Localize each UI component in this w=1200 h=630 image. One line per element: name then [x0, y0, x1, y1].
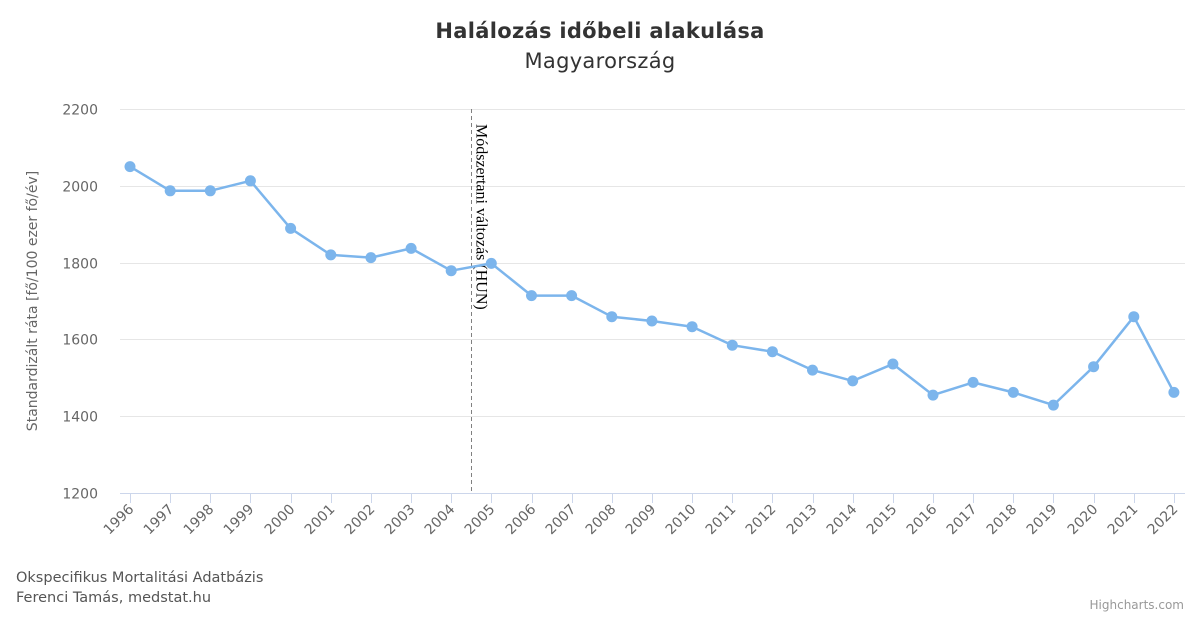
y-tick-label: 1200 [62, 487, 98, 503]
x-tick-label: 2019 [1024, 502, 1061, 539]
data-point-marker[interactable] [164, 185, 176, 197]
data-point-marker[interactable] [927, 389, 939, 401]
data-point-marker[interactable] [1128, 311, 1140, 323]
methodology-change-plotline: Módszertani változás (HUN) [471, 109, 490, 493]
x-tick-label: 2007 [543, 502, 580, 539]
data-point-marker[interactable] [847, 375, 859, 387]
y-tick-label: 1400 [62, 410, 98, 426]
highcharts-credit-link[interactable]: Highcharts.com [1089, 598, 1184, 612]
x-tick-label: 2016 [904, 501, 941, 538]
x-tick-label: 2008 [583, 502, 620, 539]
data-point-marker[interactable] [726, 339, 738, 351]
data-point-marker[interactable] [1047, 399, 1059, 411]
x-tick-label: 2015 [864, 502, 901, 539]
data-point-marker[interactable] [967, 376, 979, 388]
x-tick-label: 2001 [302, 502, 339, 539]
y-tick-label: 1800 [62, 257, 98, 273]
x-tick-label: 2010 [663, 502, 700, 539]
plotline-label: Módszertani változás (HUN) [473, 124, 490, 310]
x-tick-label: 2011 [703, 502, 740, 539]
x-tick-label: 2012 [743, 502, 780, 539]
data-point-marker[interactable] [807, 364, 818, 376]
data-point-marker[interactable] [1168, 386, 1180, 398]
y-axis-ticks: 1200 1400 1600 1800 2000 2200 [62, 103, 98, 503]
series-line[interactable] [124, 161, 1180, 411]
data-point-marker[interactable] [766, 346, 778, 358]
data-point-marker[interactable] [285, 222, 297, 234]
credits-source: Okspecifikus Mortalitási Adatbázis [16, 570, 264, 586]
x-tick-label: 2003 [382, 502, 419, 539]
series-path [128, 165, 1176, 407]
x-tick-label: 2018 [984, 502, 1021, 539]
x-tick-label: 2006 [503, 501, 540, 538]
x-tick-label: 2014 [824, 501, 861, 538]
y-axis-title: Standardizált ráta [fő/100 ezer fő/év] [25, 171, 41, 431]
x-tick-label: 2020 [1065, 502, 1102, 539]
data-point-marker[interactable] [1007, 386, 1019, 398]
x-tick-label: 2005 [462, 502, 499, 539]
chart-title: Halálozás időbeli alakulása [435, 19, 764, 43]
data-point-marker[interactable] [445, 265, 457, 277]
y-gridlines [120, 109, 1185, 417]
x-tick-label: 1997 [141, 502, 178, 539]
data-point-marker[interactable] [325, 249, 337, 261]
data-point-marker[interactable] [405, 242, 417, 254]
x-tick-label: 2017 [944, 502, 981, 539]
x-tick-label: 2004 [422, 501, 459, 538]
data-point-marker[interactable] [1088, 361, 1100, 373]
x-tick-label: 2013 [784, 502, 821, 539]
x-tick-label: 1996 [101, 501, 138, 538]
data-point-marker[interactable] [566, 290, 578, 302]
data-point-marker[interactable] [606, 311, 618, 323]
x-tick-label: 2022 [1145, 502, 1182, 539]
x-tick-label: 2002 [342, 502, 379, 539]
data-point-marker[interactable] [646, 315, 658, 327]
y-tick-label: 1600 [62, 333, 98, 349]
chart-subtitle: Magyarország [524, 49, 675, 73]
x-tick-label: 2009 [623, 502, 660, 539]
x-axis: 1996 1997 1998 1999 2000 2001 2002 2003 2004 2005… [101, 493, 1185, 538]
data-point-marker[interactable] [526, 290, 537, 302]
source-credits: Okspecifikus Mortalitási Adatbázis Feren… [16, 568, 263, 608]
y-tick-label: 2000 [62, 180, 98, 196]
data-point-marker[interactable] [244, 175, 256, 187]
credits-author: Ferenci Tamás, medstat.hu [16, 590, 212, 606]
y-tick-label: 2200 [62, 103, 98, 119]
data-point-marker[interactable] [365, 252, 377, 264]
x-tick-label: 2000 [262, 502, 299, 539]
data-point-marker[interactable] [124, 161, 136, 173]
data-point-marker[interactable] [204, 185, 216, 197]
data-point-marker[interactable] [686, 321, 698, 333]
data-point-marker[interactable] [887, 358, 899, 370]
x-tick-label: 1999 [221, 502, 258, 539]
x-tick-label: 2021 [1105, 502, 1142, 539]
data-point-marker[interactable] [485, 257, 497, 269]
x-tick-label: 1998 [181, 502, 218, 539]
